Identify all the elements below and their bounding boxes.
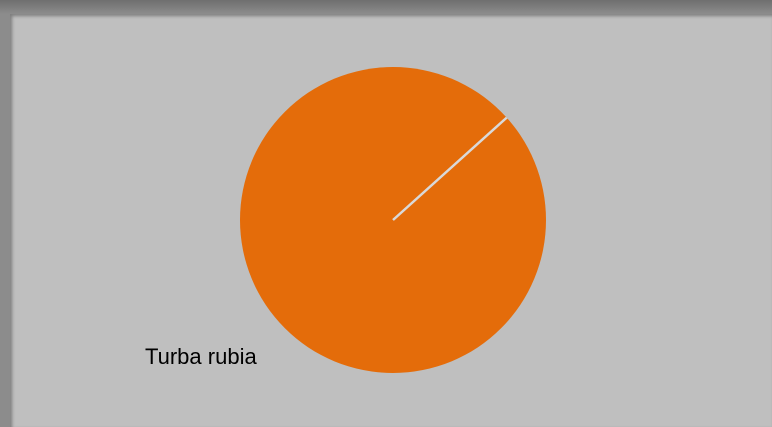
slice-label: Turba rubia: [145, 344, 257, 369]
slice-separator: [392, 116, 508, 221]
